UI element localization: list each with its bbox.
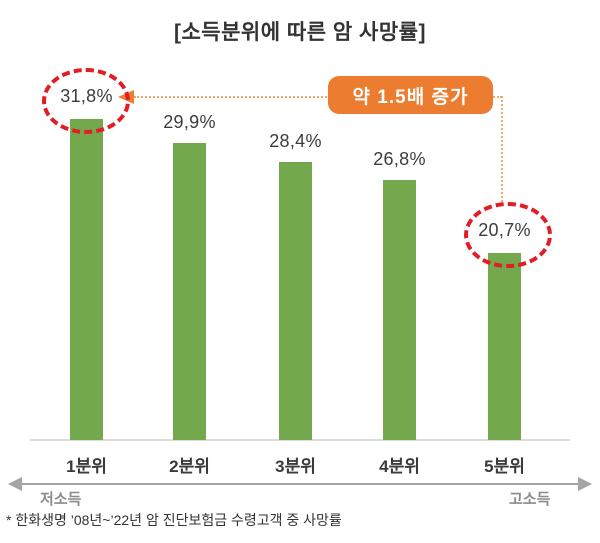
connector-line-horizontal	[134, 96, 502, 98]
connector-line-vertical	[501, 96, 503, 202]
category-label-5분위: 5분위	[484, 457, 525, 476]
income-axis-arrow	[18, 483, 582, 485]
value-label-2분위: 29,9%	[163, 112, 216, 132]
bar-1분위	[70, 119, 103, 440]
value-label-5분위: 20,7%	[478, 220, 531, 240]
arrow-left-icon	[8, 477, 22, 491]
increase-annotation-badge: 약 1.5배 증가	[328, 76, 493, 114]
arrow-right-icon	[578, 477, 592, 491]
bar-2분위	[173, 143, 206, 440]
bar-5분위	[488, 253, 521, 440]
highlight-circle-quintile5	[464, 202, 552, 268]
low-income-label: 저소득	[40, 491, 82, 508]
value-label-3분위: 28,4%	[269, 131, 322, 151]
bar-4분위	[383, 180, 416, 440]
category-label-4분위: 4분위	[379, 457, 420, 476]
high-income-label: 고소득	[509, 491, 551, 508]
x-axis-baseline	[30, 439, 570, 441]
bar-3분위	[279, 162, 312, 440]
category-label-1분위: 1분위	[66, 457, 107, 476]
category-label-3분위: 3분위	[275, 457, 316, 476]
category-label-2분위: 2분위	[169, 457, 210, 476]
value-label-1분위: 31,8%	[60, 86, 113, 106]
chart-title: [소득분위에 따른 암 사망률]	[173, 21, 426, 44]
source-footnote: * 한화생명 ’08년~’22년 암 진단보험금 수령고객 중 사망률	[6, 512, 342, 528]
highlight-circle-quintile1	[42, 68, 130, 134]
value-label-4분위: 26,8%	[373, 149, 426, 169]
